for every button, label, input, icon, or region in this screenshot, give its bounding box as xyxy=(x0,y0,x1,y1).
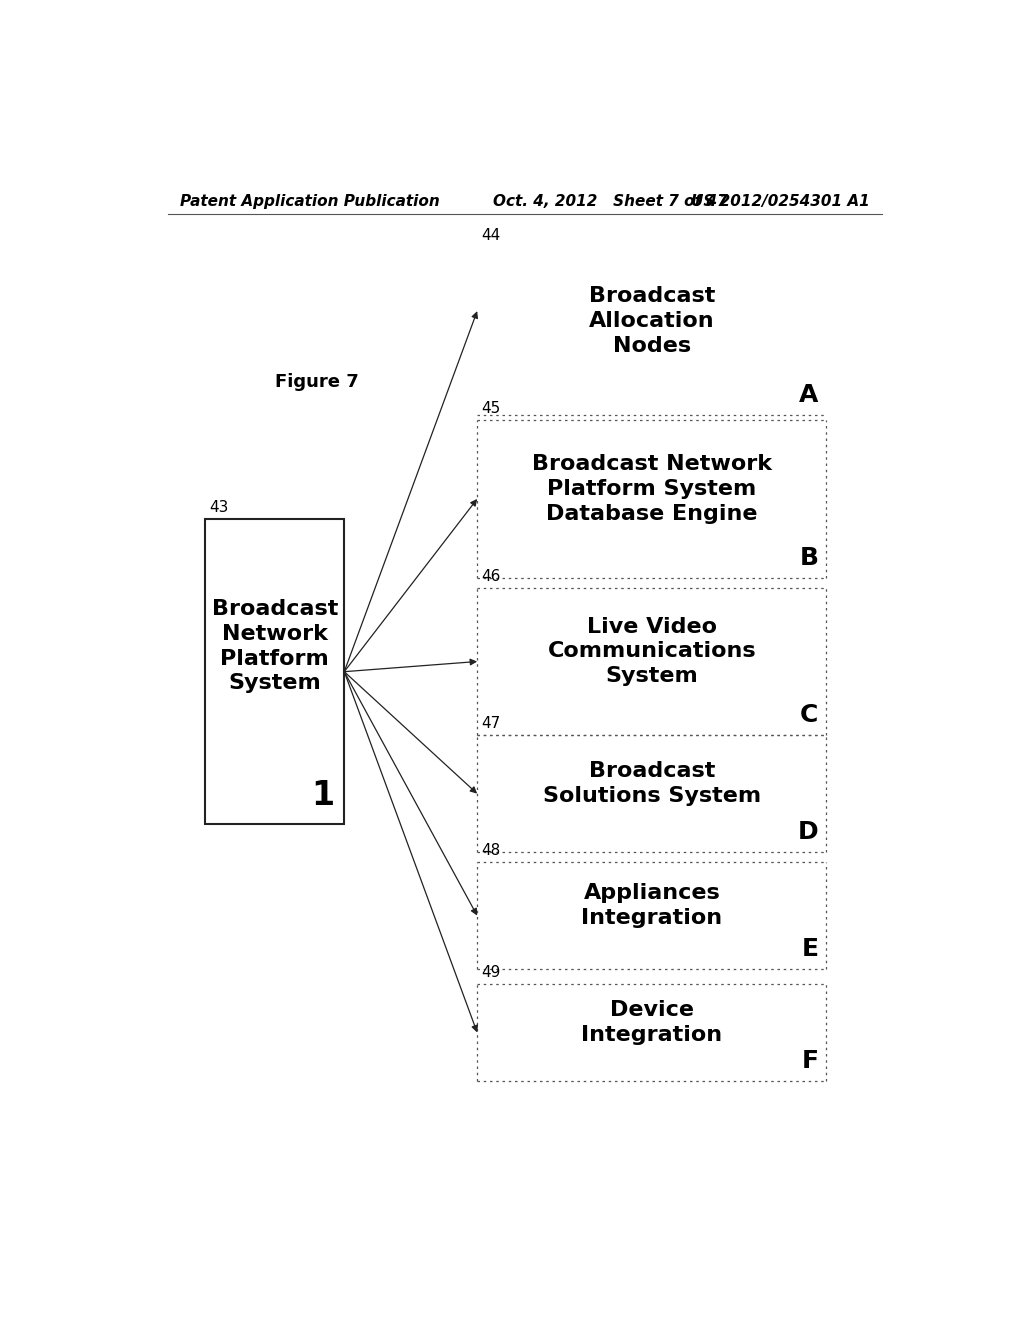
Text: 49: 49 xyxy=(481,965,501,981)
Text: E: E xyxy=(802,937,818,961)
Text: F: F xyxy=(802,1048,818,1073)
Text: B: B xyxy=(800,545,818,569)
Text: US 2012/0254301 A1: US 2012/0254301 A1 xyxy=(691,194,870,209)
Text: 47: 47 xyxy=(481,717,501,731)
Text: Device
Integration: Device Integration xyxy=(582,1001,722,1044)
Text: 48: 48 xyxy=(481,843,501,858)
Text: D: D xyxy=(798,820,818,843)
Text: C: C xyxy=(800,704,818,727)
Text: Broadcast
Solutions System: Broadcast Solutions System xyxy=(543,762,761,807)
Text: Patent Application Publication: Patent Application Publication xyxy=(179,194,439,209)
Text: 1: 1 xyxy=(311,779,335,812)
Text: 45: 45 xyxy=(481,401,501,416)
Text: 46: 46 xyxy=(481,569,501,583)
Text: Oct. 4, 2012   Sheet 7 of 47: Oct. 4, 2012 Sheet 7 of 47 xyxy=(494,194,728,209)
Text: Broadcast Network
Platform System
Database Engine: Broadcast Network Platform System Databa… xyxy=(531,454,772,524)
Text: 43: 43 xyxy=(209,500,228,515)
Text: Broadcast
Allocation
Nodes: Broadcast Allocation Nodes xyxy=(589,286,715,356)
Text: Live Video
Communications
System: Live Video Communications System xyxy=(548,616,756,686)
Text: Figure 7: Figure 7 xyxy=(274,374,358,391)
Text: 44: 44 xyxy=(481,228,501,243)
Text: A: A xyxy=(799,383,818,407)
Text: Broadcast
Network
Platform
System: Broadcast Network Platform System xyxy=(212,599,338,693)
Bar xyxy=(206,519,344,824)
Text: Appliances
Integration: Appliances Integration xyxy=(582,883,722,928)
